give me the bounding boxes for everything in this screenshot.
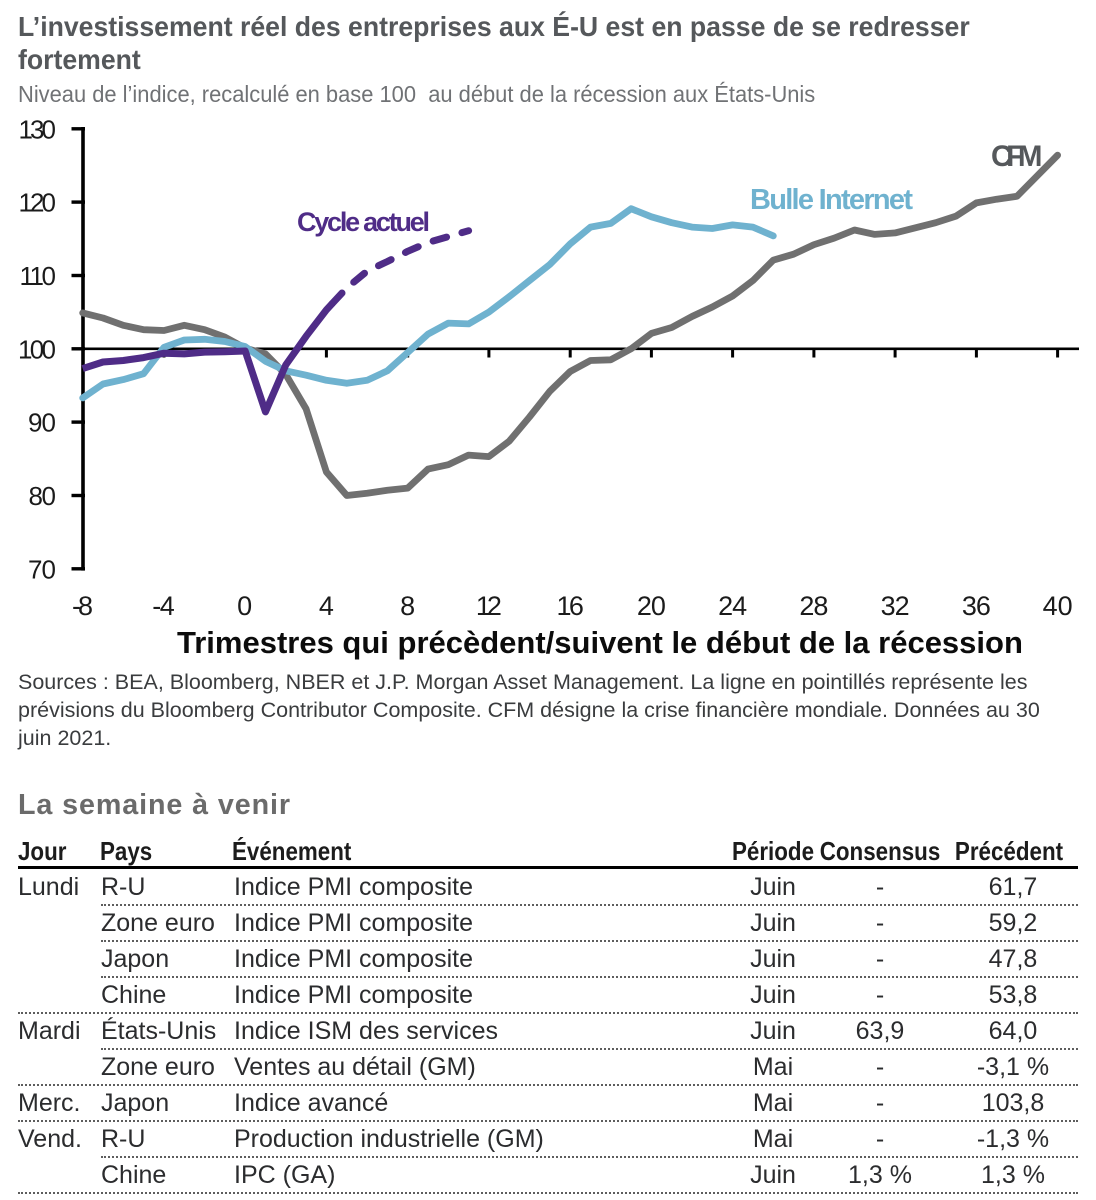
svg-text:Cycle actuel: Cycle actuel <box>297 207 430 237</box>
svg-text:100: 100 <box>18 334 56 364</box>
svg-text:24: 24 <box>718 591 747 621</box>
svg-text:12: 12 <box>476 591 502 621</box>
svg-text:8: 8 <box>400 591 415 621</box>
svg-text:40: 40 <box>1043 591 1073 621</box>
svg-text:CFM: CFM <box>991 140 1043 173</box>
svg-text:-4: -4 <box>152 591 175 621</box>
svg-text:110: 110 <box>20 261 57 291</box>
svg-text:16: 16 <box>556 591 584 621</box>
svg-text:-8: -8 <box>72 591 93 621</box>
svg-text:4: 4 <box>319 591 334 621</box>
svg-text:20: 20 <box>637 591 666 621</box>
svg-text:130: 130 <box>19 114 57 144</box>
svg-text:28: 28 <box>799 591 828 621</box>
svg-text:36: 36 <box>962 591 991 621</box>
svg-text:32: 32 <box>881 591 910 621</box>
svg-text:Bulle Internet: Bulle Internet <box>750 184 913 216</box>
svg-text:120: 120 <box>19 188 57 218</box>
svg-text:0: 0 <box>237 591 252 621</box>
svg-text:80: 80 <box>29 481 57 511</box>
svg-text:70: 70 <box>28 554 56 584</box>
svg-text:90: 90 <box>28 408 56 438</box>
